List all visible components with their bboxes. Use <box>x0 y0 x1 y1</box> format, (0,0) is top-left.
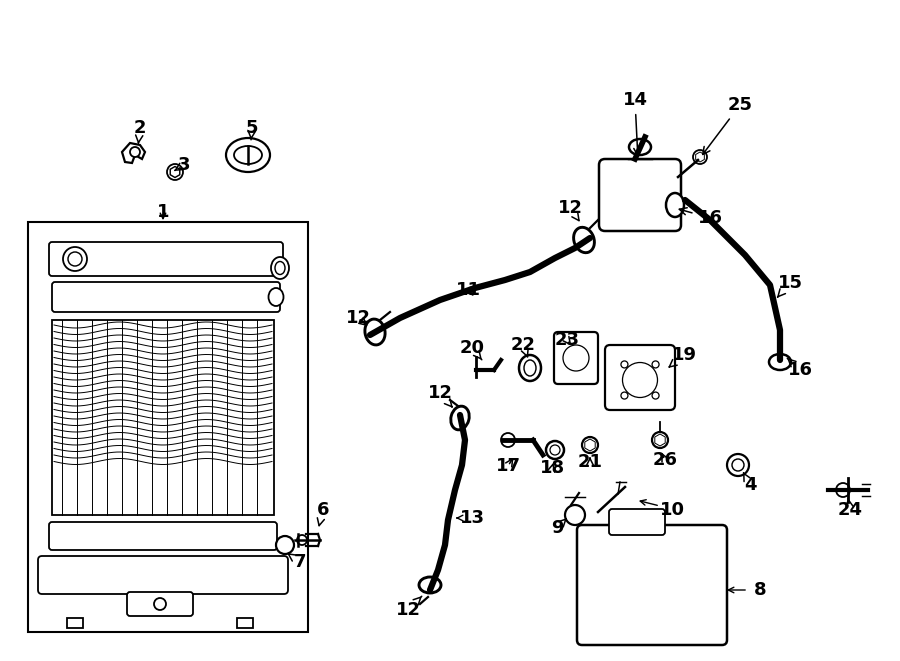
Ellipse shape <box>519 355 541 381</box>
Text: 3: 3 <box>175 156 190 174</box>
FancyBboxPatch shape <box>52 282 280 312</box>
Text: 18: 18 <box>539 459 564 477</box>
Circle shape <box>550 445 560 455</box>
Polygon shape <box>122 143 145 163</box>
Circle shape <box>565 505 585 525</box>
Text: 20: 20 <box>460 339 484 360</box>
Polygon shape <box>696 152 705 162</box>
Circle shape <box>68 252 82 266</box>
Circle shape <box>727 454 749 476</box>
Text: 26: 26 <box>652 451 678 469</box>
Bar <box>28 222 308 632</box>
FancyBboxPatch shape <box>605 345 675 410</box>
Bar <box>67 618 83 628</box>
Circle shape <box>652 432 668 448</box>
FancyBboxPatch shape <box>577 525 727 645</box>
Circle shape <box>693 150 707 164</box>
Ellipse shape <box>419 577 441 593</box>
Ellipse shape <box>271 257 289 279</box>
Circle shape <box>621 392 628 399</box>
Text: 12: 12 <box>428 384 453 407</box>
Circle shape <box>167 164 183 180</box>
Text: 1: 1 <box>157 203 169 221</box>
Text: 25: 25 <box>703 96 752 155</box>
Polygon shape <box>655 434 665 446</box>
Ellipse shape <box>524 360 536 376</box>
Ellipse shape <box>623 362 658 397</box>
Text: 22: 22 <box>510 336 536 357</box>
Ellipse shape <box>769 354 791 370</box>
Text: 13: 13 <box>460 509 484 527</box>
Text: 21: 21 <box>578 453 602 471</box>
FancyBboxPatch shape <box>609 509 665 535</box>
Circle shape <box>154 598 166 610</box>
Bar <box>52 320 274 515</box>
Text: 10: 10 <box>660 501 685 519</box>
Text: 19: 19 <box>669 346 697 367</box>
FancyBboxPatch shape <box>49 242 283 276</box>
Circle shape <box>652 361 659 368</box>
Circle shape <box>582 437 598 453</box>
FancyBboxPatch shape <box>49 522 277 550</box>
Text: 9: 9 <box>551 519 566 537</box>
Ellipse shape <box>268 288 284 306</box>
Circle shape <box>652 392 659 399</box>
Text: 2: 2 <box>134 119 146 143</box>
Text: 15: 15 <box>778 274 803 297</box>
Ellipse shape <box>573 227 594 253</box>
Ellipse shape <box>234 146 262 164</box>
Circle shape <box>276 536 294 554</box>
Text: 24: 24 <box>838 498 862 519</box>
Ellipse shape <box>629 139 651 155</box>
Text: 23: 23 <box>554 331 580 349</box>
Text: 16: 16 <box>788 358 813 379</box>
Text: 4: 4 <box>743 473 756 494</box>
Ellipse shape <box>226 138 270 172</box>
Circle shape <box>130 147 140 157</box>
Text: 12: 12 <box>395 596 422 619</box>
FancyBboxPatch shape <box>599 159 681 231</box>
Text: 11: 11 <box>455 281 481 299</box>
Text: 17: 17 <box>496 457 520 475</box>
Ellipse shape <box>666 193 684 217</box>
Text: 12: 12 <box>557 199 582 221</box>
Text: 8: 8 <box>753 581 766 599</box>
Circle shape <box>297 535 307 545</box>
Circle shape <box>501 433 515 447</box>
Text: 7: 7 <box>288 553 306 571</box>
Circle shape <box>732 459 744 471</box>
Circle shape <box>63 247 87 271</box>
Circle shape <box>546 441 564 459</box>
Bar <box>237 618 253 628</box>
Text: 5: 5 <box>246 119 258 139</box>
FancyBboxPatch shape <box>554 332 598 384</box>
Text: 16: 16 <box>680 208 723 227</box>
Circle shape <box>563 345 589 371</box>
Text: 14: 14 <box>623 91 647 155</box>
Polygon shape <box>585 439 595 451</box>
Text: 12: 12 <box>346 309 371 327</box>
Ellipse shape <box>275 262 285 274</box>
Circle shape <box>836 483 850 497</box>
Circle shape <box>621 361 628 368</box>
Polygon shape <box>170 167 180 178</box>
Ellipse shape <box>451 406 469 430</box>
Ellipse shape <box>364 319 385 345</box>
FancyBboxPatch shape <box>127 592 193 616</box>
FancyBboxPatch shape <box>38 556 288 594</box>
Text: 6: 6 <box>317 501 329 525</box>
